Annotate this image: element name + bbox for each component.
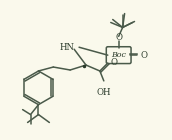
Text: HN: HN [60,43,75,52]
Text: O: O [115,33,122,42]
Text: Boc: Boc [111,51,126,59]
Text: O: O [141,51,147,60]
Text: OH: OH [96,88,111,97]
Text: O: O [111,58,118,67]
FancyBboxPatch shape [106,47,131,64]
